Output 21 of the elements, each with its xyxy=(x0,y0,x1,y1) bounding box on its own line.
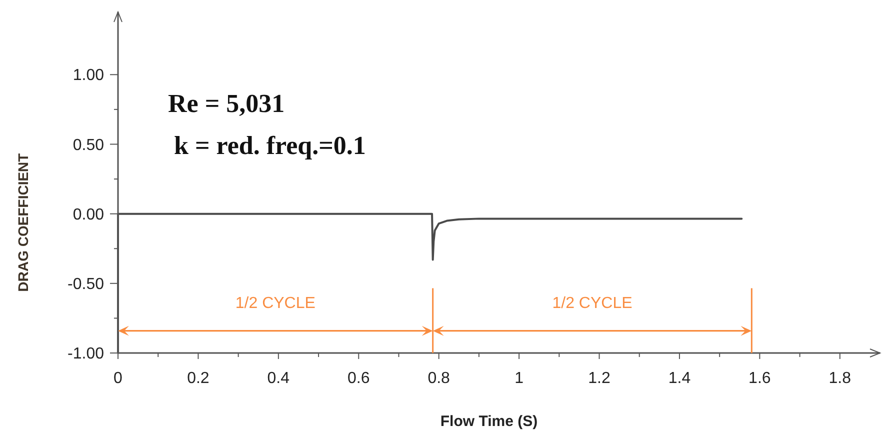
x-tick-label: 0 xyxy=(114,370,123,387)
y-axis-title: DRAG COEFFICIENT xyxy=(15,152,31,292)
y-tick-label: 0.00 xyxy=(72,206,104,224)
y-tick-label: 0.50 xyxy=(72,136,104,154)
annotation: Re = 5,031 xyxy=(168,89,285,118)
x-axis-title: Flow Time (S) xyxy=(440,413,538,430)
x-tick-label: 0.2 xyxy=(187,370,210,387)
x-tick-label: 0.4 xyxy=(267,370,290,387)
annotation: 1/2 CYCLE xyxy=(552,295,632,312)
x-tick-label: 1.8 xyxy=(828,370,852,387)
annotation: 1/2 CYCLE xyxy=(235,295,316,312)
y-tick-label: 1.00 xyxy=(72,67,104,84)
x-tick-label: 0.6 xyxy=(348,370,370,387)
y-tick-label: -0.50 xyxy=(68,276,104,294)
x-tick-label: 1.2 xyxy=(588,370,610,387)
y-tick-label: -1.00 xyxy=(68,346,104,363)
x-tick-label: 0.8 xyxy=(428,370,450,387)
annotation: k = red. freq.=0.1 xyxy=(174,131,366,160)
x-tick-label: 1 xyxy=(514,370,524,387)
x-tick-label: 1.6 xyxy=(748,370,771,387)
x-tick-label: 1.4 xyxy=(668,370,691,387)
